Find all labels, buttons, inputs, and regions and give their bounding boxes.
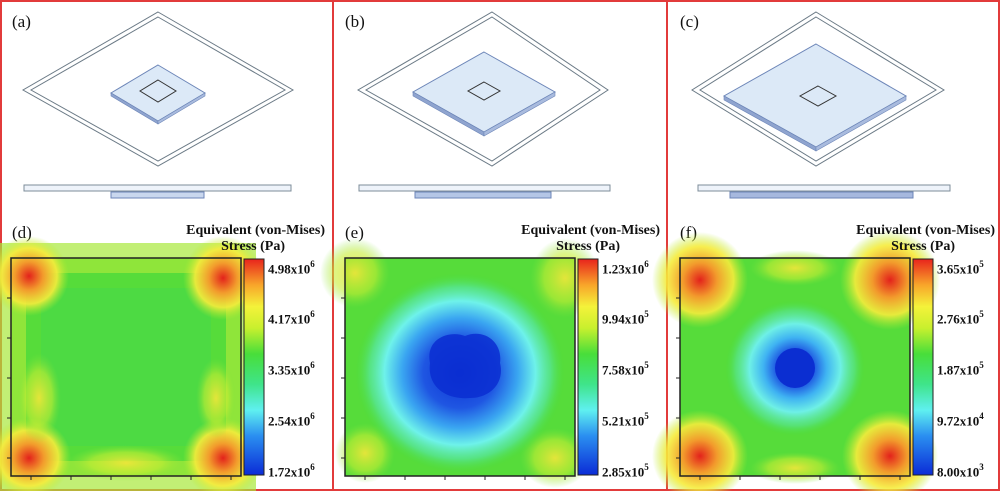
colorbar-e bbox=[577, 258, 599, 476]
colorbar-title-line1: Equivalent (von-Mises) bbox=[521, 223, 660, 238]
colorbar-f bbox=[912, 258, 934, 476]
schematic-c bbox=[691, 11, 951, 199]
platform-b bbox=[411, 51, 557, 137]
colorbar-tick: 4.98x106 bbox=[268, 259, 315, 277]
axis-ticks-f bbox=[676, 297, 901, 480]
substrate-frame-b bbox=[356, 11, 609, 167]
colorbar-tick: 9.94x105 bbox=[602, 309, 649, 327]
colorbar-tick: 1.72x106 bbox=[268, 462, 315, 480]
schematic-a bbox=[21, 11, 295, 199]
colorbar-tick: 5.21x105 bbox=[602, 411, 649, 429]
stress-map-e bbox=[320, 238, 600, 488]
side-view-c bbox=[697, 184, 951, 199]
colorbar-tick: 2.85x105 bbox=[602, 462, 649, 480]
axis-ticks-d bbox=[7, 297, 232, 480]
substrate-frame-a bbox=[21, 11, 295, 167]
colorbar-title-line1: Equivalent (von-Mises) bbox=[856, 223, 995, 238]
colorbar-tick: 4.17x106 bbox=[268, 309, 315, 327]
side-view-a bbox=[23, 184, 292, 199]
substrate-frame-c bbox=[691, 11, 945, 167]
stress-map-f bbox=[652, 230, 940, 491]
panel-label-b: (b) bbox=[345, 12, 365, 31]
colorbar-title-line2: Stress (Pa) bbox=[891, 239, 955, 254]
panel-label-e: (e) bbox=[345, 223, 364, 242]
colorbar-tick: 2.54x106 bbox=[268, 411, 315, 429]
colorbar-tick: 3.65x105 bbox=[937, 259, 984, 277]
colorbar-tick: 8.00x103 bbox=[937, 462, 984, 480]
colorbar-title-e: Equivalent (von-Mises) Stress (Pa) bbox=[455, 223, 660, 255]
colorbar-tick: 1.23x106 bbox=[602, 259, 649, 277]
colorbar-title-line2: Stress (Pa) bbox=[221, 239, 285, 254]
colorbar-tick: 7.58x105 bbox=[602, 360, 649, 378]
stress-map-d bbox=[0, 236, 263, 491]
colorbar-title-f: Equivalent (von-Mises) Stress (Pa) bbox=[790, 223, 995, 255]
colorbar-tick: 9.72x104 bbox=[937, 411, 984, 429]
axis-ticks-e bbox=[341, 297, 566, 480]
side-view-b bbox=[358, 184, 611, 199]
platform-c bbox=[722, 43, 908, 152]
colorbar-tick: 3.35x106 bbox=[268, 360, 315, 378]
colorbar-title-line1: Equivalent (von-Mises) bbox=[186, 223, 325, 238]
colorbar-title-line2: Stress (Pa) bbox=[556, 239, 620, 254]
schematic-b bbox=[356, 11, 611, 199]
platform-a bbox=[110, 64, 206, 125]
colorbar-d bbox=[243, 258, 265, 476]
colorbar-title-d: Equivalent (von-Mises) Stress (Pa) bbox=[120, 223, 325, 255]
panel-label-c: (c) bbox=[680, 12, 699, 31]
colorbar-tick: 1.87x105 bbox=[937, 360, 984, 378]
colorbar-tick: 2.76x105 bbox=[937, 309, 984, 327]
panel-label-a: (a) bbox=[12, 12, 31, 31]
